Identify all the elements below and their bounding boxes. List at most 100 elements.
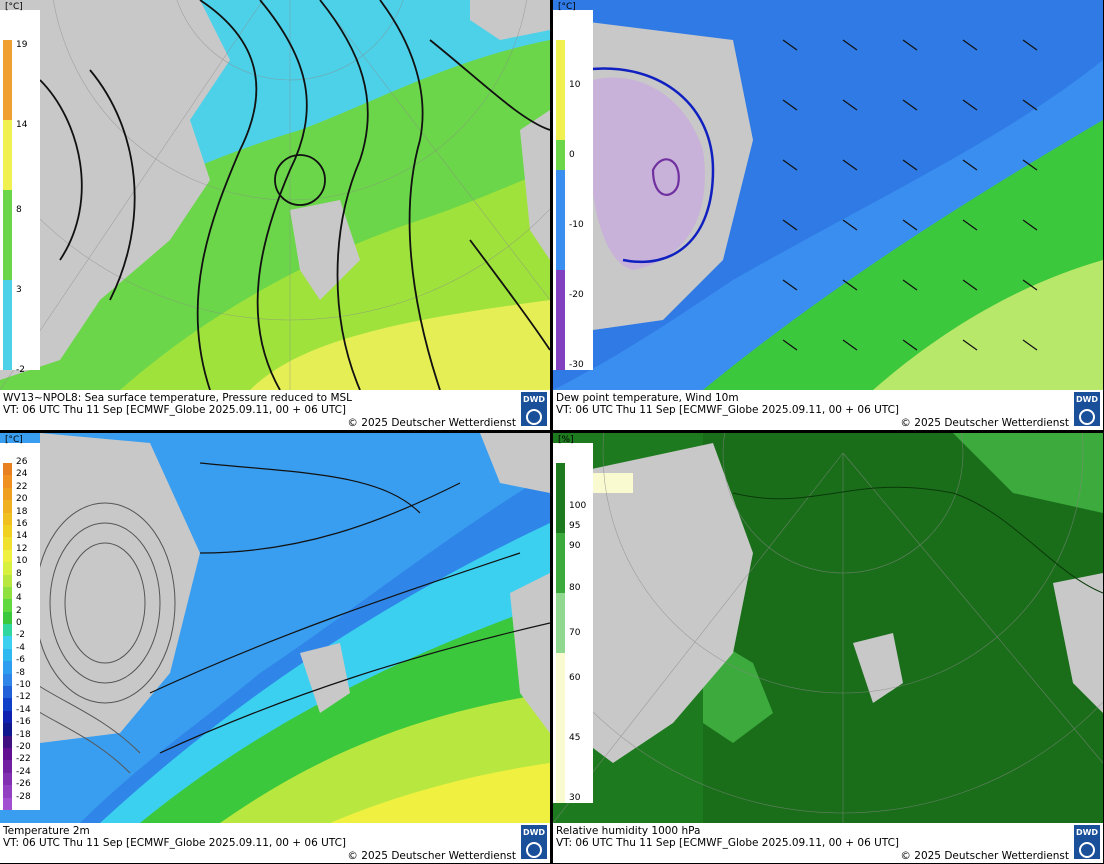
legend-swatch bbox=[3, 698, 12, 711]
legend-swatch bbox=[3, 524, 12, 538]
legend-swatch bbox=[3, 673, 12, 687]
legend-swatch bbox=[3, 723, 12, 736]
legend-label: 70 bbox=[569, 628, 581, 638]
legend-unit: [°C] bbox=[5, 2, 23, 12]
legend-unit: [%] bbox=[558, 435, 574, 445]
legend-label: 30 bbox=[569, 793, 581, 803]
panel-mslp: [°C] 19 14 8 3 -2 WV13~NPOL8: Sea surfac… bbox=[0, 0, 550, 430]
legend-swatch bbox=[3, 797, 12, 810]
legend-step: 10 bbox=[0, 556, 40, 575]
legend-label: -10 bbox=[569, 220, 584, 230]
legend-step: -4 bbox=[0, 643, 40, 662]
t2m-map-svg bbox=[0, 433, 550, 823]
legend-swatch bbox=[3, 487, 12, 501]
legend-step: 24 bbox=[0, 469, 40, 488]
legend-swatch bbox=[3, 500, 12, 513]
legend-swatch bbox=[3, 586, 12, 600]
panel-t2m: [°C] 26 24 22 20 18 16 14 12 10 8 6 4 2 0 -2 -4 -6 -8 -10-… bbox=[0, 433, 550, 863]
legend-step: -10 bbox=[0, 680, 40, 699]
legend-step: 0 bbox=[0, 618, 40, 637]
legend-scale: 26 24 22 20 18 16 14 12 10 8 6 4 2 0 -2 -4 -6 -8 -10 -12 -14… bbox=[0, 457, 40, 810]
legend-label: -16 bbox=[16, 717, 31, 728]
legend-swatch bbox=[3, 537, 12, 550]
panel-title: Temperature 2m bbox=[3, 825, 90, 837]
legend-label: -20 bbox=[16, 741, 31, 752]
dwd-logo: DWD bbox=[521, 392, 547, 426]
panel-dewpoint: [°C] 10 0 -10 -20 -30 Dew point temperat… bbox=[553, 0, 1103, 430]
legend-step: -14 bbox=[0, 705, 40, 724]
legend-swatch bbox=[3, 686, 12, 699]
legend-label: 60 bbox=[569, 673, 581, 683]
panel-valid-time: VT: 06 UTC Thu 11 Sep [ECMWF_Globe 2025.… bbox=[3, 837, 347, 849]
map-t2m bbox=[0, 433, 550, 823]
legend-label: 16 bbox=[16, 518, 28, 529]
legend-swatch bbox=[3, 463, 12, 476]
dwd-logo: DWD bbox=[1074, 825, 1100, 859]
legend-label: -14 bbox=[16, 704, 31, 715]
map-dewpoint bbox=[553, 0, 1103, 390]
panel-valid-time: VT: 06 UTC Thu 11 Sep [ECMWF_Globe 2025.… bbox=[556, 404, 900, 416]
legend-label: 8 bbox=[16, 568, 22, 579]
footer-mslp: WV13~NPOL8: Sea surface temperature, Pre… bbox=[0, 390, 550, 430]
legend-dewpoint: [°C] 10 0 -10 -20 -30 bbox=[553, 2, 593, 370]
copyright: © 2025 Deutscher Wetterdienst bbox=[900, 417, 1069, 429]
footer-t2m: Temperature 2m VT: 06 UTC Thu 11 Sep [EC… bbox=[0, 823, 550, 863]
legend-t2m: [°C] 26 24 22 20 18 16 14 12 10 8 6 4 2 0 -2 -4 -6 -8 -10-… bbox=[0, 435, 40, 810]
legend-label: -22 bbox=[16, 754, 31, 765]
legend-label: -10 bbox=[16, 680, 31, 691]
legend-swatch bbox=[3, 710, 12, 724]
legend-step: 18 bbox=[0, 507, 40, 525]
legend-step: -20 bbox=[0, 742, 40, 761]
legend-label: -18 bbox=[16, 729, 31, 740]
dwd-logo: DWD bbox=[521, 825, 547, 859]
legend-label: -20 bbox=[569, 290, 584, 300]
legend-step: -6 bbox=[0, 655, 40, 674]
copyright: © 2025 Deutscher Wetterdienst bbox=[900, 850, 1069, 862]
legend-label: 0 bbox=[16, 618, 22, 629]
legend-step: -26 bbox=[0, 779, 40, 798]
legend-step: -8 bbox=[0, 668, 40, 687]
legend-label: 100 bbox=[569, 501, 587, 511]
panel-title: WV13~NPOL8: Sea surface temperature, Pre… bbox=[3, 392, 353, 404]
panel-valid-time: VT: 06 UTC Thu 11 Sep [ECMWF_Globe 2025.… bbox=[3, 404, 347, 416]
legend-label: 26 bbox=[16, 457, 28, 467]
legend-step: 16 bbox=[0, 519, 40, 538]
legend-swatch bbox=[3, 661, 12, 674]
legend-label: 0 bbox=[569, 150, 575, 160]
legend-step: 4 bbox=[0, 593, 40, 612]
legend-label: 19 bbox=[16, 40, 28, 50]
legend-label: -8 bbox=[16, 667, 25, 678]
legend-label: 45 bbox=[569, 733, 581, 743]
legend-swatch bbox=[3, 648, 12, 662]
legend-step: -24 bbox=[0, 767, 40, 786]
legend-step: 6 bbox=[0, 581, 40, 600]
legend-label: 22 bbox=[16, 481, 28, 492]
legend-label: -6 bbox=[16, 655, 25, 666]
legend-step: 8 bbox=[0, 569, 40, 587]
legend-label: 4 bbox=[16, 593, 22, 604]
legend-label: 14 bbox=[16, 531, 28, 542]
legend-swatch bbox=[3, 562, 12, 575]
legend-label: 20 bbox=[16, 494, 28, 505]
legend-label: -30 bbox=[569, 360, 584, 370]
panel-rh: [%] 100 95 90 80 70 60 45 30 Relative hu… bbox=[553, 433, 1103, 863]
rh-map-svg bbox=[553, 433, 1103, 823]
legend-step: -12 bbox=[0, 692, 40, 711]
legend-step: 22 bbox=[0, 482, 40, 501]
legend-label: 24 bbox=[16, 469, 28, 480]
legend-label: 6 bbox=[16, 580, 22, 591]
legend-label: -4 bbox=[16, 642, 25, 653]
legend-step: -28 bbox=[0, 792, 40, 810]
legend-unit: [°C] bbox=[558, 2, 576, 12]
legend-label: 14 bbox=[16, 120, 28, 130]
panel-valid-time: VT: 06 UTC Thu 11 Sep [ECMWF_Globe 2025.… bbox=[556, 837, 900, 849]
legend-swatch bbox=[3, 475, 12, 488]
legend-step: -22 bbox=[0, 754, 40, 773]
legend-swatch bbox=[3, 785, 12, 798]
legend-sst: [°C] 19 14 8 3 -2 bbox=[0, 2, 40, 375]
legend-swatch bbox=[3, 760, 12, 773]
legend-step: -18 bbox=[0, 730, 40, 748]
legend-step: -2 bbox=[0, 630, 40, 649]
dwd-logo: DWD bbox=[1074, 392, 1100, 426]
footer-rh: Relative humidity 1000 hPa VT: 06 UTC Th… bbox=[553, 823, 1103, 863]
